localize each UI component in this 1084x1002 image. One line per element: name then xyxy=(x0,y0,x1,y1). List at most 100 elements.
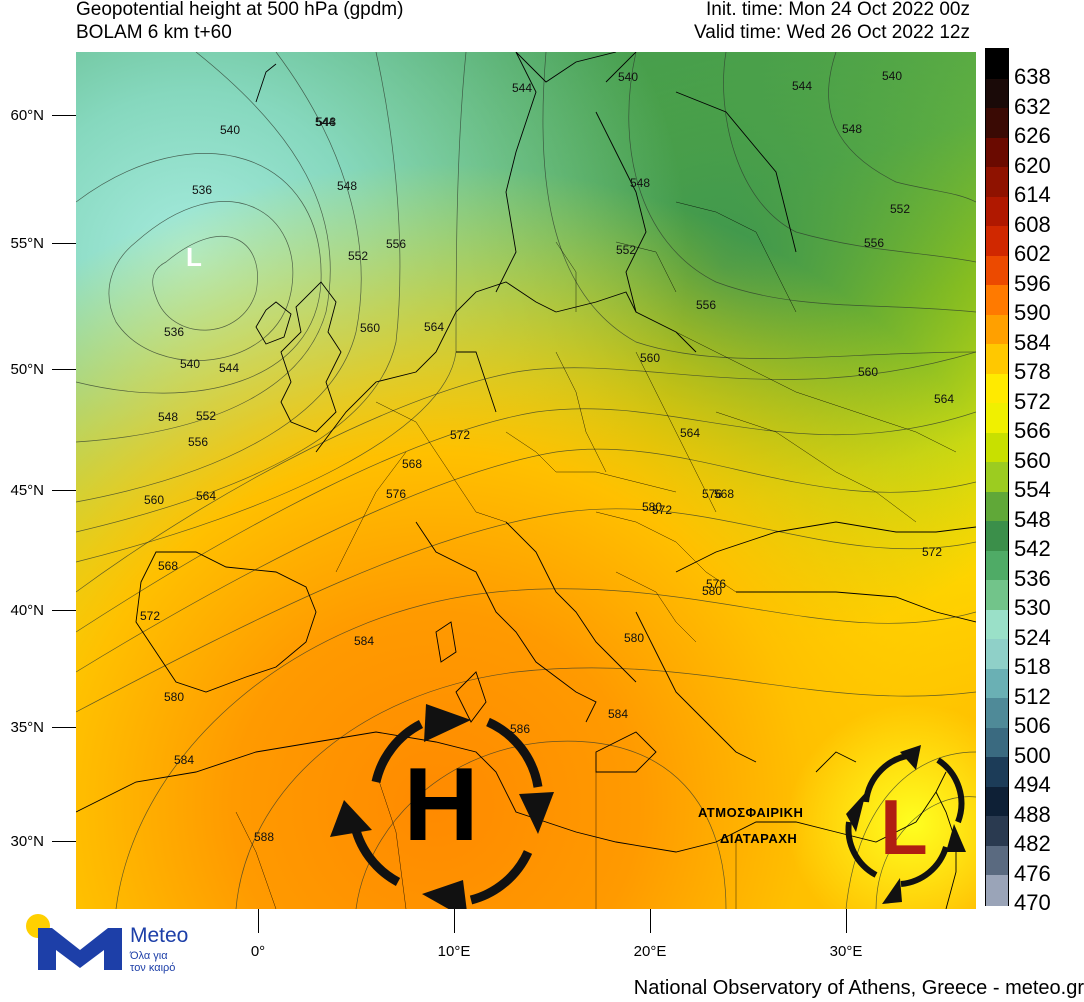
colorbar-cell xyxy=(986,285,1008,316)
contour-value-label: 580 xyxy=(642,500,662,514)
colorbar-label: 578 xyxy=(1014,359,1051,385)
lat-tick-30 xyxy=(52,841,76,842)
lat-label-55: 55°N xyxy=(10,235,44,252)
colorbar-label: 536 xyxy=(1014,565,1051,591)
title-line-2: BOLAM 6 km t+60 xyxy=(76,22,232,43)
colorbar-cell xyxy=(986,668,1008,699)
lon-tick-20 xyxy=(650,909,651,933)
contour-value-label: 556 xyxy=(696,298,716,312)
lon-tick-0 xyxy=(258,909,259,933)
colorbar-label: 530 xyxy=(1014,595,1051,621)
colorbar-label: 512 xyxy=(1014,683,1051,709)
lat-label-45: 45°N xyxy=(10,482,44,499)
colorbar-label: 572 xyxy=(1014,388,1051,414)
contour-value-label: 556 xyxy=(188,435,208,449)
colorbar-label: 638 xyxy=(1014,64,1051,89)
title-line-1: Geopotential height at 500 hPa (gpdm) xyxy=(76,0,404,20)
colorbar-label: 596 xyxy=(1014,270,1051,296)
lat-label-30: 30°N xyxy=(10,833,44,850)
lon-tick-30 xyxy=(846,909,847,933)
colorbar-cell xyxy=(986,845,1008,877)
lat-label-50: 50°N xyxy=(10,361,44,378)
footer-credit: National Observatory of Athens, Greece -… xyxy=(633,977,1084,999)
contour-value-label: 540 xyxy=(180,357,200,371)
colorbar-cell xyxy=(986,108,1008,139)
contour-value-label: 540 xyxy=(220,123,240,137)
colorbar-label: 590 xyxy=(1014,300,1051,326)
contour-value-label: 576 xyxy=(702,487,722,501)
low-marker-east: L xyxy=(845,745,966,904)
lat-tick-45 xyxy=(52,490,76,491)
contour-value-label: 568 xyxy=(158,559,178,573)
lon-label-20: 20°E xyxy=(633,943,667,960)
colorbar-label: 614 xyxy=(1014,182,1051,208)
contour-value-label: 548 xyxy=(630,176,650,190)
logo-tagline-1: Όλα για xyxy=(130,950,168,962)
colorbar-label: 470 xyxy=(1014,890,1051,916)
lat-label-40: 40°N xyxy=(10,602,44,619)
colorbar-label: 608 xyxy=(1014,211,1051,237)
contour-value-label: 572 xyxy=(140,609,160,623)
colorbar-label: 566 xyxy=(1014,418,1051,444)
colorbar-label: 518 xyxy=(1014,654,1051,680)
lon-label-10: 10°E xyxy=(437,943,471,960)
colorbar-cell xyxy=(986,580,1008,611)
contour-value-label: 560 xyxy=(640,351,660,365)
contour-value-label: 560 xyxy=(360,321,380,335)
contour-value-label: 564 xyxy=(424,320,444,334)
contour-value-label: 588 xyxy=(254,830,274,844)
colorbar-label: 548 xyxy=(1014,506,1051,532)
colorbar-cell xyxy=(986,698,1008,729)
colorbar-cell xyxy=(986,344,1008,375)
colorbar-cell xyxy=(986,491,1008,522)
colorbar-cell xyxy=(986,226,1008,257)
colorbar-label: 494 xyxy=(1014,772,1051,798)
contour-value-label: 576 xyxy=(386,487,406,501)
high-marker: H xyxy=(330,704,554,909)
contour-value-label: 564 xyxy=(680,426,700,440)
contour-value-label: 584 xyxy=(354,634,374,648)
map-title: Geopotential height at 500 hPa (gpdm) BO… xyxy=(76,0,403,44)
contour-value-label: 568 xyxy=(714,487,734,501)
colorbar-label: 620 xyxy=(1014,152,1051,178)
valid-time: Valid time: Wed 26 Oct 2022 12z xyxy=(693,22,970,43)
contour-value-label: 540 xyxy=(882,69,902,83)
colorbar-cell xyxy=(986,875,1008,906)
high-symbol: H xyxy=(403,747,478,863)
contour-value-label: 560 xyxy=(144,493,164,507)
colorbar-cell xyxy=(986,727,1008,758)
low-marker-north: L xyxy=(186,242,202,272)
contour-value-label: 548 xyxy=(158,410,178,424)
colorbar-label: 560 xyxy=(1014,447,1051,473)
forecast-map: 540 536 544 548 552 556 560 564 536 540 544 548 552 5… xyxy=(76,52,976,909)
colorbar-cell xyxy=(986,432,1008,463)
colorbar-cell xyxy=(986,550,1008,581)
lat-tick-35 xyxy=(52,727,76,728)
lat-tick-60 xyxy=(52,115,76,116)
logo-tagline-2: τον καιρό xyxy=(130,962,176,974)
contour-value-label: 586 xyxy=(510,722,530,736)
colorbar-cell xyxy=(986,609,1008,640)
colorbar-label: 542 xyxy=(1014,536,1051,562)
colorbar-label: 554 xyxy=(1014,477,1051,503)
colorbar-label: 500 xyxy=(1014,742,1051,768)
lat-label-60: 60°N xyxy=(10,107,44,124)
contour-lines xyxy=(76,52,976,909)
contour-value-label: 548 xyxy=(337,179,357,193)
contour-value-label: 584 xyxy=(608,707,628,721)
contour-value-label: 544 xyxy=(219,361,239,375)
low-symbol-north: L xyxy=(186,242,202,272)
contour-value-label: 552 xyxy=(890,202,910,216)
borders xyxy=(235,201,957,909)
colorbar-cell xyxy=(986,137,1008,168)
colorbar-cell xyxy=(986,314,1008,345)
lat-tick-55 xyxy=(52,243,76,244)
disturbance-label-line2: ΔΙΑΤΑΡΑΧΗ xyxy=(720,831,798,846)
contour-value-label: 572 xyxy=(922,545,942,559)
contour-value-label: 560 xyxy=(858,365,878,379)
colorbar-cell xyxy=(986,521,1008,552)
contour-value-label: 580 xyxy=(702,584,722,598)
contour-value-label: 572 xyxy=(652,503,672,517)
colorbar-cell xyxy=(986,462,1008,493)
